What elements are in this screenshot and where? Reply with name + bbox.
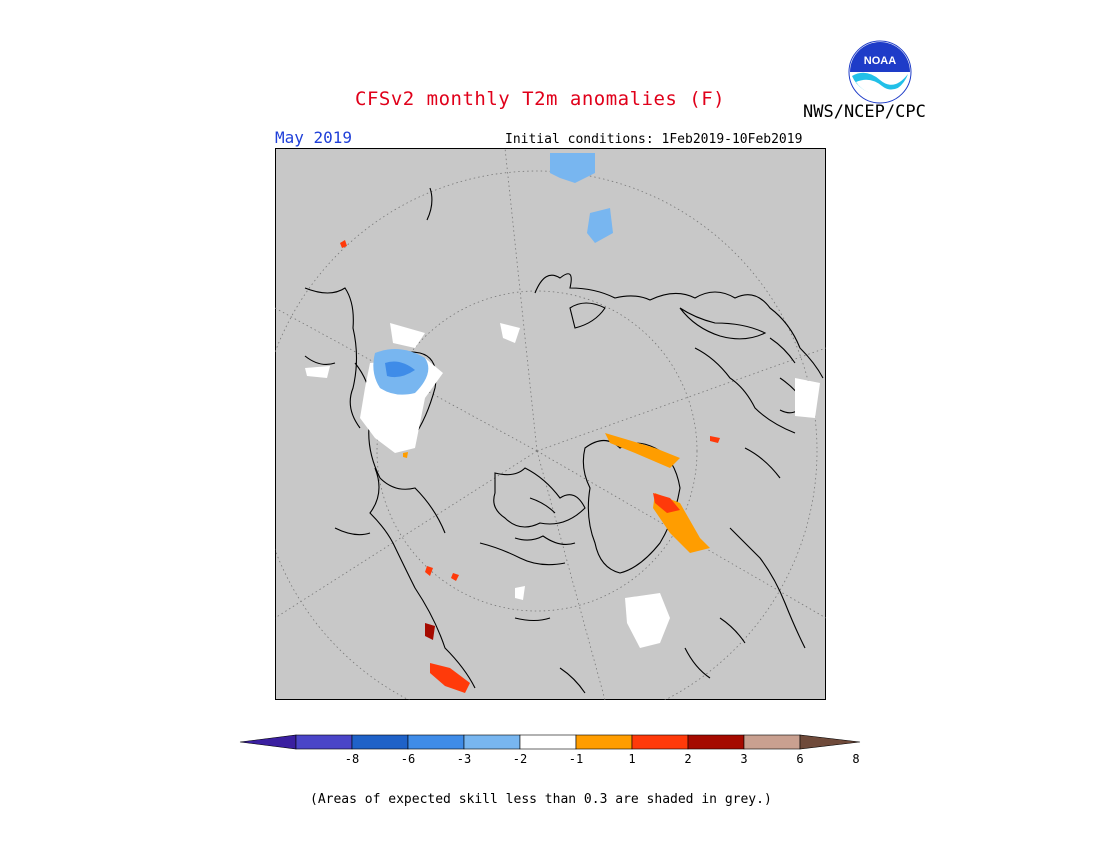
anomaly-cooler-hudson <box>385 361 415 378</box>
colorbar-cell <box>631 734 689 750</box>
polar-map <box>275 148 826 700</box>
colorbar-cell <box>351 734 409 750</box>
anomaly-warm-east-asia <box>430 663 470 693</box>
colorbar-cell <box>295 734 353 750</box>
colorbar-tick-label: -8 <box>345 752 359 766</box>
colorbar-tick-label: 3 <box>740 752 747 766</box>
colorbar-cell <box>519 734 577 750</box>
noaa-logo: NOAA <box>848 40 912 104</box>
colorbar-cell <box>743 734 801 750</box>
colorbar-tick-label: 2 <box>684 752 691 766</box>
colorbar-cell <box>575 734 633 750</box>
anomaly-cool-chukotka <box>587 208 613 243</box>
anomaly-neutral-siberia <box>625 593 670 648</box>
coastlines <box>304 187 824 694</box>
colorbar-cell <box>463 734 521 750</box>
colorbar-cells <box>239 734 861 750</box>
anomaly-fields <box>305 153 820 693</box>
anomaly-warm-greenland <box>605 433 680 468</box>
noaa-logo-text: NOAA <box>864 55 896 67</box>
colorbar-tick-label: -2 <box>513 752 527 766</box>
colorbar: -8 -6 -3 -2 -1 1 2 3 6 8 <box>239 734 861 766</box>
colorbar-tick-label: 1 <box>628 752 635 766</box>
forecast-month: May 2019 <box>275 128 353 147</box>
skill-footnote: (Areas of expected skill less than 0.3 a… <box>310 792 772 807</box>
colorbar-cell <box>407 734 465 750</box>
colorbar-tick-label: -6 <box>401 752 415 766</box>
colorbar-arrow-high <box>799 734 861 750</box>
anomaly-cool-bering <box>550 153 595 183</box>
colorbar-tick-label: 8 <box>852 752 859 766</box>
colorbar-tick-label: -1 <box>569 752 583 766</box>
map-title: CFSv2 monthly T2m anomalies (F) <box>355 88 726 110</box>
initial-conditions: Initial conditions: 1Feb2019-10Feb2019 <box>505 132 803 147</box>
colorbar-arrow-low <box>239 734 297 750</box>
colorbar-tick-label: 6 <box>796 752 803 766</box>
colorbar-cell <box>687 734 745 750</box>
colorbar-tick-label: -3 <box>457 752 471 766</box>
agency-label: NWS/NCEP/CPC <box>803 102 926 122</box>
